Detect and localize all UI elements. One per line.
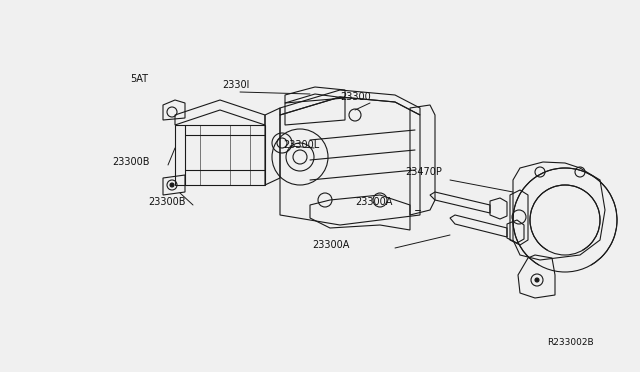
Circle shape	[170, 183, 174, 187]
Text: 23300L: 23300L	[283, 140, 319, 150]
Text: 5AT: 5AT	[130, 74, 148, 84]
Text: 2330l: 2330l	[222, 80, 250, 90]
Circle shape	[535, 278, 539, 282]
Text: 23470P: 23470P	[405, 167, 442, 177]
Text: R233002B: R233002B	[547, 338, 593, 347]
Text: 23300: 23300	[340, 92, 371, 102]
Text: 23300A: 23300A	[355, 197, 392, 207]
Text: 23300B: 23300B	[112, 157, 150, 167]
Text: 23300A: 23300A	[312, 240, 349, 250]
Text: 23300B: 23300B	[148, 197, 186, 207]
